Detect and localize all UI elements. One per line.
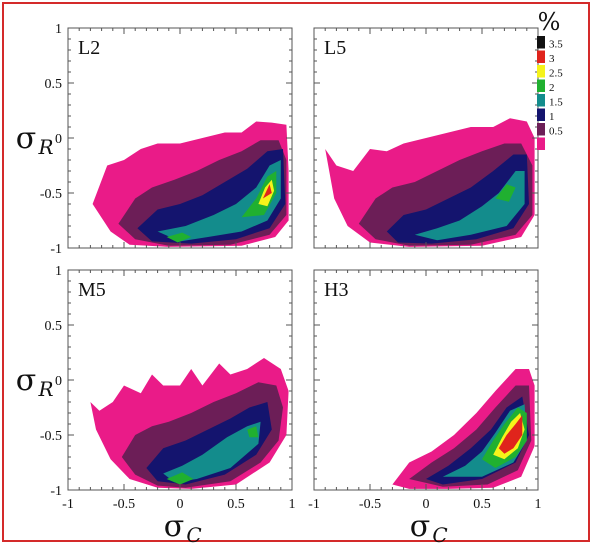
x-tick-label: 0	[423, 497, 430, 512]
contour-region-l2-7	[262, 184, 272, 199]
contour-region-m5-3	[163, 421, 261, 483]
y-axis-label-subscript: R	[37, 135, 53, 159]
y-tick-label: 0	[55, 374, 62, 389]
contour-region-m5-5	[247, 426, 259, 438]
x-axis-label-subscript: C	[432, 523, 447, 546]
y-axis-label: σ	[16, 121, 36, 156]
y-tick-label: 1	[55, 264, 62, 279]
x-tick-label: 0.5	[227, 497, 245, 512]
figure-frame	[2, 2, 590, 542]
panel-label-m5: M5	[78, 279, 106, 301]
panel-label-h3: H3	[324, 279, 348, 301]
colorbar-label: 1	[549, 111, 555, 123]
colorbar-label: 3.5	[549, 39, 563, 51]
y-tick-label: 0.5	[45, 77, 63, 92]
colorbar-label: 1.5	[549, 97, 563, 109]
x-tick-label: -0.5	[113, 497, 135, 512]
x-tick-label: -1	[62, 497, 74, 512]
colorbar-swatch	[537, 108, 545, 121]
panel-label-l5: L5	[324, 37, 346, 59]
contour-region-m5-2	[146, 402, 272, 485]
panel-label-l2: L2	[78, 37, 100, 59]
colorbar-unit: %	[538, 8, 561, 36]
y-tick-label: -0.5	[40, 187, 62, 202]
x-tick-label: 0	[177, 497, 184, 512]
x-axis-label-subscript: C	[186, 523, 201, 546]
x-tick-label: -1	[308, 497, 320, 512]
y-tick-label: 1	[55, 22, 62, 37]
colorbar-label: 0.5	[549, 126, 563, 138]
colorbar-swatch	[537, 65, 545, 78]
contour-region-h3-6	[498, 415, 523, 454]
y-tick-label: 0	[55, 132, 62, 147]
x-tick-label: -0.5	[359, 497, 381, 512]
contour-region-l2-5	[166, 232, 192, 243]
colorbar-label: 2.5	[549, 68, 563, 80]
x-tick-label: 1	[289, 497, 296, 512]
contour-region-l5-3	[414, 171, 525, 241]
x-axis-label: σ	[164, 509, 184, 544]
contour-region-l5-4	[495, 184, 516, 202]
colorbar-swatch	[537, 123, 545, 136]
colorbar-label: 2	[549, 82, 555, 94]
colorbar-swatch	[537, 94, 545, 107]
y-tick-label: 0.5	[45, 319, 63, 334]
y-axis-label: σ	[16, 363, 36, 398]
contour-region-m5-4	[166, 472, 194, 485]
y-tick-label: -0.5	[40, 429, 62, 444]
x-axis-label: σ	[410, 509, 430, 544]
colorbar-swatch	[537, 137, 545, 150]
contour-region-l2-3	[157, 160, 281, 242]
x-tick-label: 0.5	[473, 497, 491, 512]
colorbar-swatch	[537, 50, 545, 63]
x-tick-label: 1	[535, 497, 542, 512]
colorbar-label: 3	[549, 53, 555, 65]
colorbar-swatch	[537, 79, 545, 92]
y-axis-label-subscript: R	[37, 377, 53, 401]
colorbar-swatch	[537, 36, 545, 49]
y-tick-label: -1	[50, 484, 62, 499]
y-tick-label: -1	[50, 242, 62, 257]
